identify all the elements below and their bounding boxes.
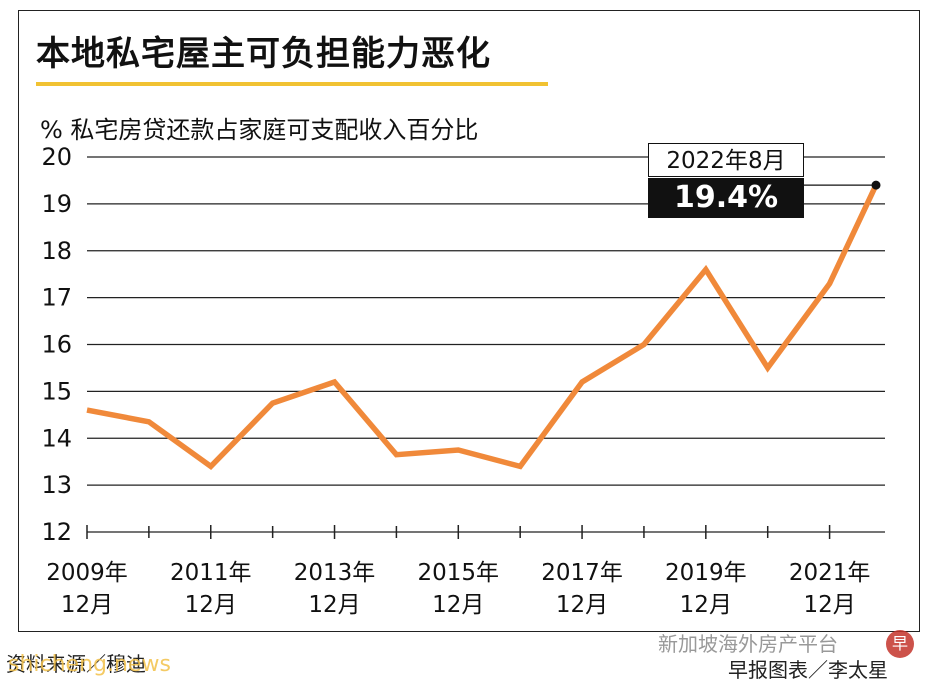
x-tick-label-month-2: 12月 [308,592,360,618]
x-tick-label-year-6: 2021年 [789,560,871,586]
x-tick-label-year-4: 2017年 [541,560,623,586]
x-tick-label-year-1: 2011年 [170,560,252,586]
x-tick-label-month-3: 12月 [432,592,484,618]
source-note: 资料来源／穆迪 [6,652,146,676]
x-tick-label-month-4: 12月 [556,592,608,618]
y-tick-label-17: 17 [41,284,72,312]
x-tick-label-year-5: 2019年 [665,560,747,586]
y-tick-label-12: 12 [41,518,72,546]
x-tick-labels: 2009年 12月 2011年 12月 2013年 12月 2015年 12月 2017年 12月… [46,560,870,618]
x-axis [86,525,885,539]
callout-date: 2022年8月 [648,143,804,177]
y-tick-label-14: 14 [41,424,72,452]
y-tick-label-20: 20 [41,143,72,171]
x-tick-label-month-1: 12月 [185,592,237,618]
x-tick-label-year-0: 2009年 [46,560,128,586]
chart-title: 本地私宅屋主可负担能力恶化 [36,34,491,74]
watermark-left: shicheng.news [8,652,171,677]
callout-value: 19.4% [648,178,804,218]
title-underline [36,82,548,86]
watermark-logo-icon: 早 [886,630,914,658]
x-tick-label-month-0: 12月 [61,592,113,618]
y-tick-label-19: 19 [41,190,72,218]
x-tick-label-year-2: 2013年 [294,560,376,586]
y-axis-subtitle: % 私宅房贷还款占家庭可支配收入百分比 [40,116,479,144]
watermark-right: 新加坡海外房产平台 [658,632,838,656]
y-tick-label-15: 15 [41,377,72,405]
x-tick-label-month-6: 12月 [803,592,855,618]
y-tick-labels: 12 13 14 15 16 17 18 19 20 [41,143,72,546]
x-tick-label-year-3: 2015年 [418,560,500,586]
x-tick-label-month-5: 12月 [680,592,732,618]
series-line [86,183,879,471]
y-tick-label-16: 16 [41,331,72,359]
y-tick-label-13: 13 [41,471,72,499]
data-series [86,180,881,471]
credit-note: 早报图表／李太星 [728,658,888,682]
chart-frame [18,10,920,632]
highlight-point [871,180,881,190]
y-tick-label-18: 18 [41,237,72,265]
